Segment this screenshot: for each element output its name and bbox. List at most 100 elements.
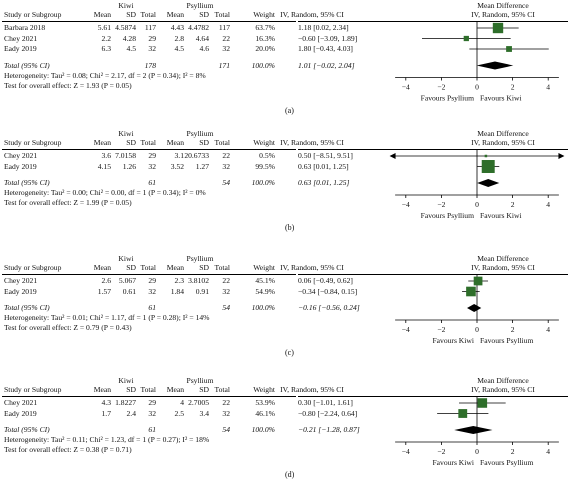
study-sd2: 2.7005 bbox=[188, 398, 209, 407]
forest-panel-d: Kiwi Psyllium Mean Difference Study or Subg… bbox=[0, 375, 570, 500]
study-weight: 20.0% bbox=[255, 44, 275, 53]
study-ci: 0.30 [−1.01, 1.61] bbox=[298, 398, 353, 407]
favours-left-label: Favours Kiwi bbox=[432, 336, 474, 345]
col-header-mean1: Mean bbox=[93, 138, 111, 147]
forest-plot-svg: −4 −2 0 2 4 Favours Kiwi Favours Psyllium bbox=[395, 275, 559, 345]
col-header-total2: Total bbox=[214, 138, 231, 147]
study-mean2: 4.5 bbox=[174, 44, 185, 53]
study-mean1: 4.15 bbox=[97, 161, 111, 171]
x-tick-label: −4 bbox=[402, 83, 410, 92]
header-rule bbox=[2, 21, 296, 22]
favours-right-label: Favours Psyllium bbox=[480, 458, 533, 467]
study-sd1: 7.0158 bbox=[115, 151, 136, 160]
md-title: Mean Difference bbox=[477, 376, 529, 385]
header-rule-plot bbox=[298, 274, 568, 275]
study-total1: 29 bbox=[148, 398, 156, 407]
col-header-total2: Total bbox=[214, 263, 231, 272]
study-sd1: 5.067 bbox=[118, 276, 136, 285]
pooled-diamond bbox=[467, 304, 482, 312]
col-header-sd1: SD bbox=[126, 385, 136, 394]
study-name: Eady 2019 bbox=[4, 286, 37, 296]
study-sd1: 1.8227 bbox=[115, 398, 136, 407]
forest-panel-b: Kiwi Psyllium Mean Difference Study or Subg… bbox=[0, 128, 570, 253]
forest-panel-c: Kiwi Psyllium Mean Difference Study or Subg… bbox=[0, 253, 570, 378]
col-header-sd2: SD bbox=[199, 263, 209, 272]
study-sd2: 4.4782 bbox=[188, 23, 209, 32]
study-weight: 0.5% bbox=[259, 151, 275, 160]
group2-header: Psyllium bbox=[186, 129, 214, 138]
total-n2: 54 bbox=[222, 178, 230, 187]
x-tick-label: −4 bbox=[402, 325, 410, 334]
pooled-diamond bbox=[454, 426, 493, 434]
col-header-mean1: Mean bbox=[93, 10, 111, 19]
study-ci: 0.06 [−0.49, 0.62] bbox=[298, 276, 353, 285]
col-header-sd2: SD bbox=[199, 385, 209, 394]
study-ci: −0.80 [−2.24, 0.64] bbox=[298, 408, 358, 418]
col-header-md-right: IV, Random, 95% CI bbox=[471, 385, 535, 394]
study-weight: 63.7% bbox=[255, 23, 275, 32]
study-sd2: 1.27 bbox=[195, 161, 209, 171]
study-mean1: 2.6 bbox=[101, 276, 112, 285]
point-estimate-square bbox=[506, 46, 512, 52]
study-ci: −0.60 [−3.09, 1.89] bbox=[298, 33, 358, 43]
col-header-md-left: IV, Random, 95% CI bbox=[280, 138, 344, 147]
x-tick-label: −2 bbox=[437, 325, 445, 334]
ci-arrow-left bbox=[389, 153, 396, 159]
col-header-sd1: SD bbox=[126, 10, 136, 19]
favours-left-label: Favours Psyllium bbox=[421, 211, 474, 220]
pooled-diamond bbox=[477, 179, 500, 187]
study-weight: 53.9% bbox=[255, 398, 275, 407]
group1-header: Kiwi bbox=[118, 254, 134, 263]
header-rule-plot bbox=[298, 149, 568, 150]
x-tick-label: 2 bbox=[511, 447, 515, 456]
study-ci: 0.63 [0.01, 1.25] bbox=[298, 161, 349, 171]
point-estimate-square bbox=[484, 154, 488, 158]
study-total1: 29 bbox=[148, 276, 156, 285]
x-tick-label: 2 bbox=[511, 83, 515, 92]
study-sd1: 4.5874 bbox=[115, 23, 136, 32]
x-tick-label: 0 bbox=[475, 447, 479, 456]
panel-caption: (d) bbox=[285, 470, 295, 479]
study-name: Eady 2019 bbox=[4, 44, 37, 53]
total-label: Total (95% CI) bbox=[4, 178, 50, 187]
col-header-total1: Total bbox=[140, 10, 157, 19]
x-tick-label: −2 bbox=[437, 447, 445, 456]
study-mean1: 2.2 bbox=[101, 33, 112, 43]
study-sd2: 0.91 bbox=[195, 286, 209, 296]
header-rule bbox=[2, 396, 296, 397]
header-rule bbox=[2, 149, 296, 150]
study-mean1: 1.57 bbox=[97, 286, 111, 296]
x-tick-label: 2 bbox=[511, 200, 515, 209]
study-mean2: 4.43 bbox=[170, 23, 184, 32]
study-total1: 29 bbox=[148, 33, 156, 43]
total-n1: 178 bbox=[144, 60, 156, 70]
study-sd1: 1.26 bbox=[122, 161, 136, 171]
x-tick-label: −2 bbox=[437, 83, 445, 92]
study-total2: 32 bbox=[222, 161, 230, 171]
x-tick-label: 4 bbox=[546, 325, 550, 334]
forest-plot-svg: −4 −2 0 2 4 Favours Psyllium Favours Kiwi bbox=[389, 150, 565, 220]
group1-header: Kiwi bbox=[118, 129, 134, 138]
study-ci: −0.34 [−0.84, 0.15] bbox=[298, 286, 358, 296]
study-mean2: 3.1 bbox=[174, 151, 185, 160]
header-rule-plot bbox=[298, 396, 568, 397]
col-header-md-right: IV, Random, 95% CI bbox=[471, 10, 535, 19]
study-weight: 16.3% bbox=[255, 33, 275, 43]
study-weight: 99.5% bbox=[255, 161, 275, 171]
x-tick-label: 4 bbox=[546, 83, 550, 92]
total-ci: −0.16 [−0.56, 0.24] bbox=[298, 303, 360, 312]
study-sd1: 4.5 bbox=[126, 44, 137, 53]
col-header-sd1: SD bbox=[126, 138, 136, 147]
md-title: Mean Difference bbox=[477, 1, 529, 10]
total-n2: 54 bbox=[222, 425, 230, 434]
study-sd1: 0.61 bbox=[122, 286, 136, 296]
study-sd1: 2.4 bbox=[126, 408, 137, 418]
study-mean1: 4.3 bbox=[101, 398, 112, 407]
col-header-mean1: Mean bbox=[93, 385, 111, 394]
col-header-md-left: IV, Random, 95% CI bbox=[280, 10, 344, 19]
study-total2: 117 bbox=[218, 23, 230, 32]
total-weight: 100.0% bbox=[251, 303, 275, 312]
overall-effect-text: Test for overall effect: Z = 0.79 (P = 0… bbox=[4, 323, 132, 332]
panel-caption: (c) bbox=[285, 348, 294, 357]
heterogeneity-text: Heterogeneity: Tau² = 0.11; Chi² = 1.23,… bbox=[4, 435, 210, 444]
